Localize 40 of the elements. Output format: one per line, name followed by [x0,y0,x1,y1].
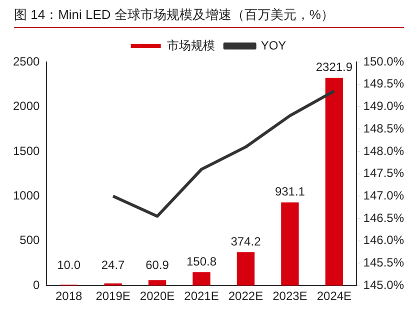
x-tick-label: 2024E [316,289,352,304]
y2-tick-label: 148.0% [363,144,404,158]
x-tick-label: 2021E [184,289,219,304]
y2-tick-label: 147.0% [363,188,404,202]
y-tick-label: 1500 [12,144,40,158]
y2-tick-label: 149.5% [363,76,404,91]
y-tick-label: 0 [33,278,40,292]
data-label: 24.7 [101,258,126,272]
y2-tick-label: 146.0% [363,233,404,248]
bar [236,252,255,286]
data-label: 150.8 [186,254,217,268]
data-label: 2321.9 [316,60,353,74]
bar [325,78,344,286]
data-label: 374.2 [230,234,262,248]
data-label: 10.0 [57,258,81,272]
y2-tick-label: 148.5% [363,121,404,136]
data-label: 931.1 [274,184,306,199]
y-tick-label: 2500 [12,54,40,68]
legend-label: 市场规模 [166,38,215,52]
y-tick-label: 2000 [12,99,40,114]
bar [148,280,166,286]
y2-tick-label: 145.5% [363,256,404,270]
bar [104,283,122,286]
bar [192,272,210,286]
chart-title: 图 14：Mini LED 全球市场规模及增速（百万美元，%） [14,6,404,28]
legend-label: YOY [260,38,286,52]
y2-tick-label: 149.0% [363,99,404,114]
x-tick-label: 2022E [228,289,264,304]
x-tick-label: 2018 [55,289,82,304]
x-tick-label: 2019E [96,289,130,304]
x-tick-label: 2020E [140,289,175,304]
y2-tick-label: 145.0% [363,278,404,292]
y2-tick-label: 146.5% [363,210,404,225]
bar [281,202,299,286]
x-tick-label: 2023E [272,289,308,304]
data-label: 60.9 [146,258,170,272]
y-tick-label: 500 [20,233,40,248]
y2-tick-label: 147.5% [363,166,404,180]
y2-tick-label: 150.0% [363,54,404,68]
y-tick-label: 1000 [12,188,40,202]
